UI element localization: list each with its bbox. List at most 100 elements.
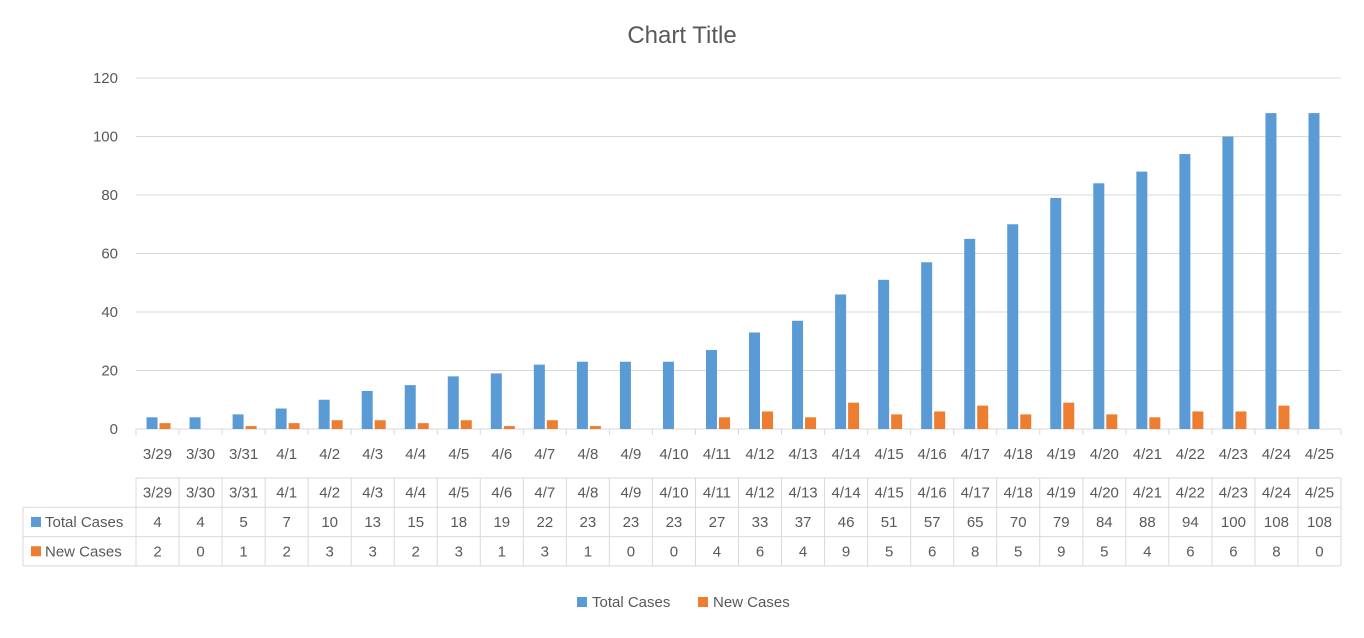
table-legend-key	[31, 516, 41, 527]
table-cell: 5	[1100, 543, 1108, 560]
bar-new-cases	[159, 423, 171, 429]
bar-total-cases	[275, 408, 287, 429]
table-header-cell: 4/8	[577, 485, 598, 502]
table-cell: 84	[1096, 514, 1113, 531]
bar-total-cases	[1050, 197, 1062, 429]
table-cell: 0	[196, 543, 204, 560]
bar-total-cases	[533, 364, 545, 429]
table-header-cell: 4/23	[1219, 485, 1248, 502]
table-cell: 70	[1010, 514, 1027, 531]
table-cell: 1	[498, 543, 506, 560]
table-header-cell: 4/19	[1047, 485, 1076, 502]
table-header-cell: 3/31	[229, 485, 258, 502]
x-tick-label: 3/31	[229, 446, 258, 463]
bar-total-cases	[835, 294, 847, 429]
table-cell: 46	[838, 514, 855, 531]
table-cell: 94	[1182, 514, 1199, 531]
table-cell: 108	[1264, 514, 1289, 531]
x-tick-label: 4/25	[1305, 446, 1334, 463]
table-cell: 51	[881, 514, 898, 531]
x-tick-label: 4/1	[276, 446, 297, 463]
bar-new-cases	[1020, 414, 1032, 429]
table-cell: 4	[1143, 543, 1151, 560]
table-cell: 79	[1053, 514, 1070, 531]
bar-new-cases	[589, 426, 601, 429]
x-tick-label: 4/18	[1004, 446, 1033, 463]
table-header-cell: 4/1	[276, 485, 297, 502]
table-header-cell: 4/2	[319, 485, 340, 502]
y-tick-label: 0	[110, 421, 118, 438]
table-row-label: New Cases	[45, 543, 122, 560]
table-cell: 3	[369, 543, 377, 560]
bar-new-cases	[245, 426, 257, 429]
x-tick-label: 4/8	[577, 446, 598, 463]
table-cell: 100	[1221, 514, 1246, 531]
table-cell: 5	[1014, 543, 1022, 560]
bar-total-cases	[921, 262, 933, 429]
bar-total-cases	[749, 332, 761, 429]
x-tick-label: 4/5	[448, 446, 469, 463]
x-tick-label: 4/23	[1219, 446, 1248, 463]
table-header-cell: 4/10	[659, 485, 688, 502]
x-tick-label: 4/21	[1133, 446, 1162, 463]
table-cell: 8	[1272, 543, 1280, 560]
legend-key-total-cases	[577, 597, 587, 607]
table-cell: 13	[364, 514, 381, 531]
chart-title: Chart Title	[627, 22, 736, 49]
table-cell: 27	[709, 514, 726, 531]
bar-total-cases	[1308, 113, 1320, 429]
y-tick-label: 80	[101, 187, 118, 204]
bar-total-cases	[447, 376, 459, 429]
y-tick-label: 100	[93, 129, 118, 146]
y-tick-label: 40	[101, 304, 118, 321]
table-cell: 5	[885, 543, 893, 560]
table-cell: 57	[924, 514, 941, 531]
legend-key-new-cases	[698, 597, 708, 607]
table-cell: 19	[493, 514, 510, 531]
bar-total-cases	[878, 279, 890, 429]
bar-total-cases	[1136, 171, 1148, 429]
table-cell: 0	[627, 543, 635, 560]
x-tick-label: 4/4	[405, 446, 426, 463]
bar-total-cases	[1093, 183, 1105, 429]
table-cell: 3	[325, 543, 333, 560]
bar-total-cases	[662, 361, 674, 429]
legend-label: Total Cases	[592, 594, 670, 611]
bar-new-cases	[1278, 405, 1290, 429]
x-tick-label: 4/11	[703, 446, 731, 463]
table-cell: 2	[282, 543, 290, 560]
table-header-cell: 4/24	[1262, 485, 1291, 502]
bar-new-cases	[1192, 411, 1204, 429]
table-cell: 9	[1057, 543, 1065, 560]
table-header-cell: 4/9	[620, 485, 641, 502]
table-cell: 37	[795, 514, 812, 531]
table-header-cell: 4/17	[961, 485, 990, 502]
x-tick-label: 4/10	[659, 446, 688, 463]
bar-new-cases	[1149, 417, 1161, 429]
y-tick-label: 20	[101, 363, 118, 380]
bar-new-cases	[891, 414, 903, 429]
table-cell: 8	[971, 543, 979, 560]
table-cell: 108	[1307, 514, 1332, 531]
table-header-cell: 4/20	[1090, 485, 1119, 502]
bar-total-cases	[146, 417, 158, 429]
x-tick-label: 4/12	[745, 446, 774, 463]
bar-new-cases	[460, 420, 472, 429]
table-cell: 6	[756, 543, 764, 560]
table-row-label: Total Cases	[45, 514, 123, 531]
table-header-cell: 4/15	[875, 485, 904, 502]
table-cell: 2	[412, 543, 420, 560]
bar-new-cases	[762, 411, 774, 429]
table-cell: 33	[752, 514, 769, 531]
bar-total-cases	[318, 399, 330, 429]
bar-total-cases	[705, 350, 717, 429]
x-tick-label: 4/22	[1176, 446, 1205, 463]
bar-new-cases	[934, 411, 946, 429]
table-header-cell: 4/18	[1004, 485, 1033, 502]
bar-new-cases	[417, 423, 429, 429]
bar-total-cases	[232, 414, 244, 429]
bar-total-cases	[1222, 136, 1234, 429]
table-cell: 88	[1139, 514, 1156, 531]
